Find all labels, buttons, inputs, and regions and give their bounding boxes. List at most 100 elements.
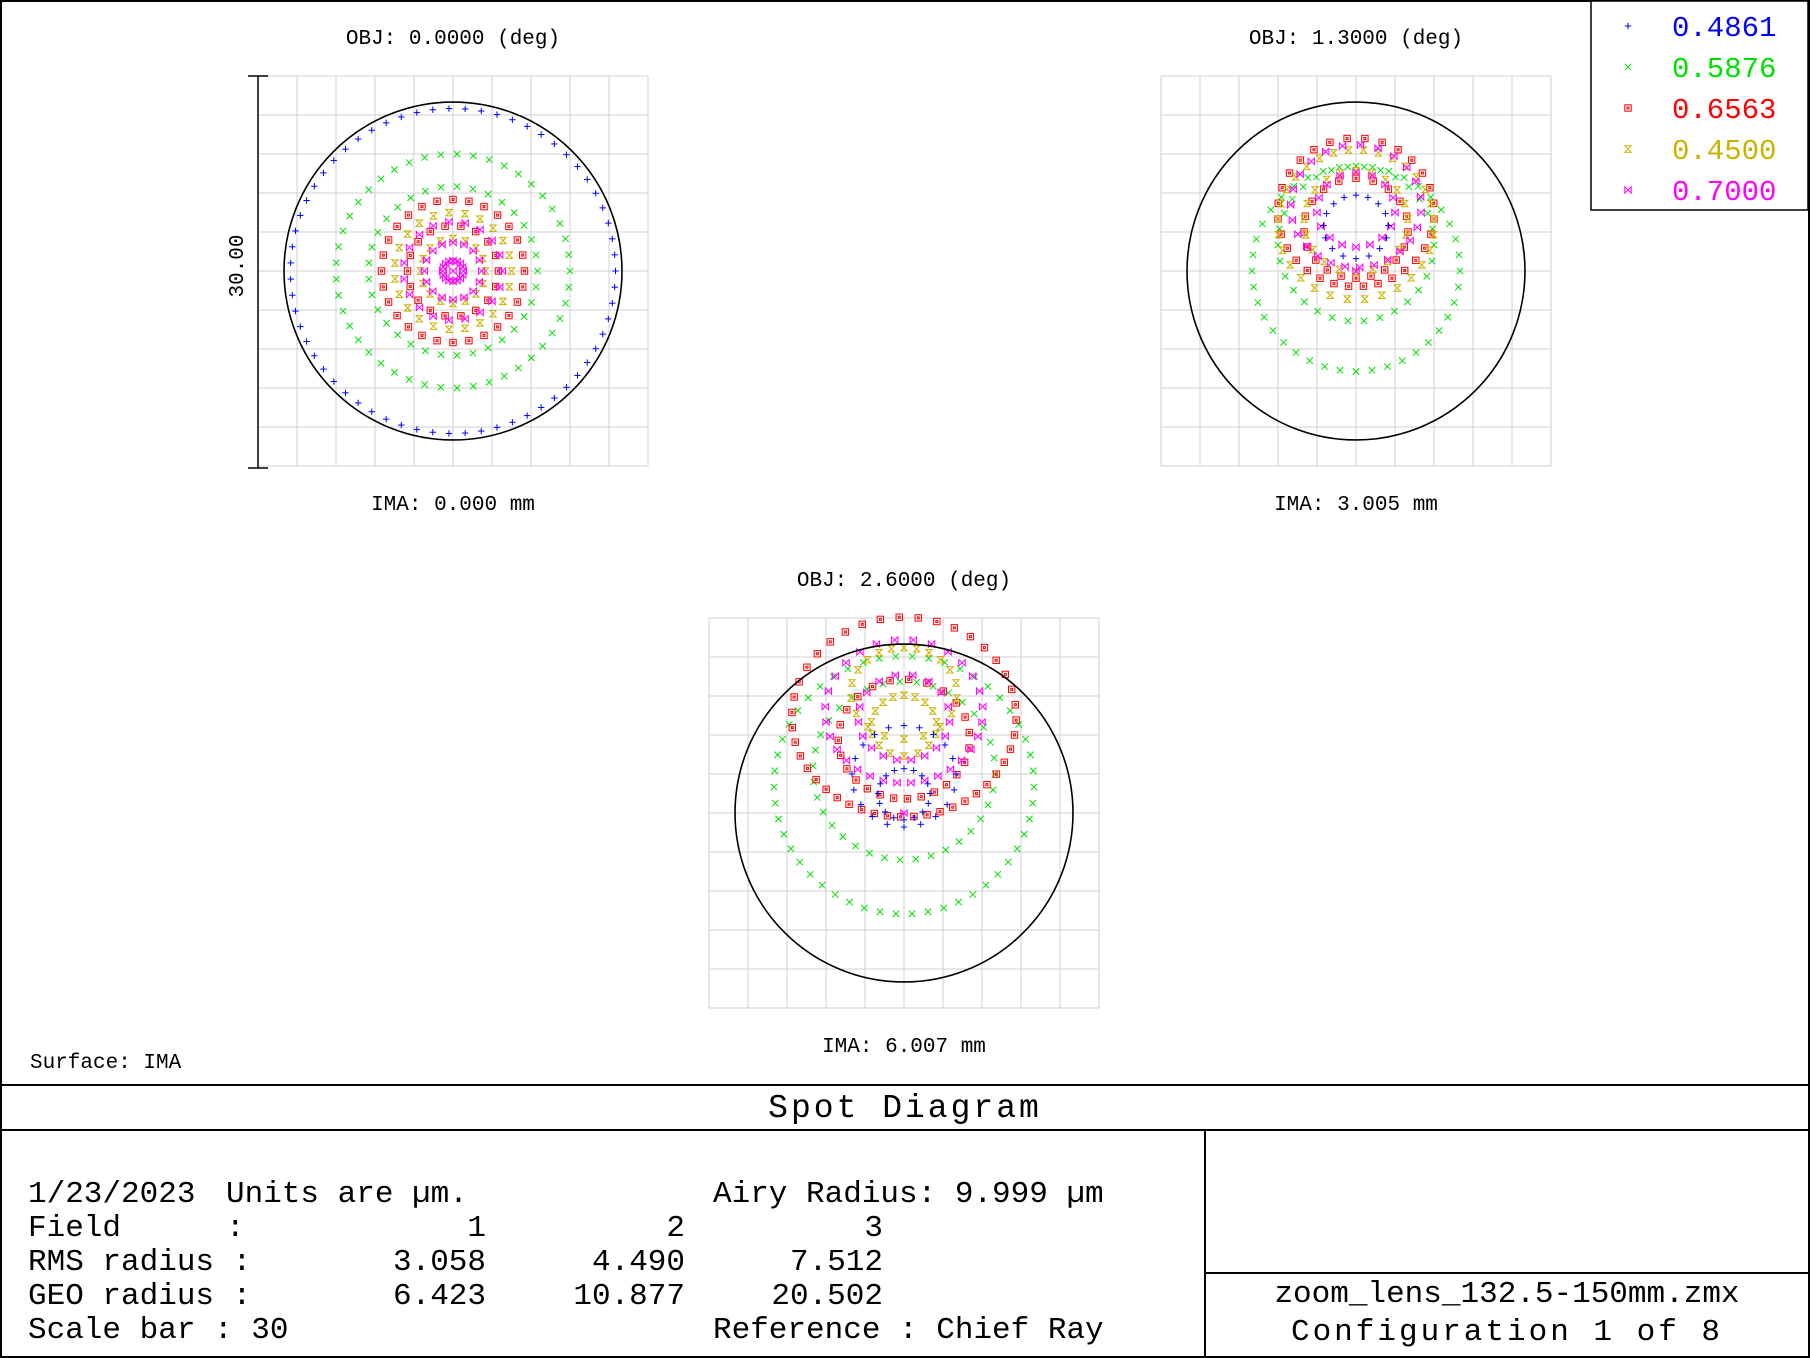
spot-point bbox=[1385, 222, 1392, 229]
spot-point bbox=[458, 262, 467, 272]
spot-point bbox=[804, 694, 812, 702]
spot-point bbox=[599, 330, 606, 338]
spot-point bbox=[1249, 251, 1257, 259]
spot-point bbox=[863, 655, 872, 664]
spot-point bbox=[469, 286, 477, 296]
spot-point bbox=[519, 251, 527, 259]
spot-point bbox=[885, 724, 892, 731]
spot-point bbox=[476, 307, 484, 317]
spot-point bbox=[354, 399, 362, 407]
spot-point bbox=[992, 656, 1000, 665]
spot-point bbox=[1289, 184, 1297, 194]
spot-point bbox=[390, 259, 400, 267]
spot-point bbox=[339, 307, 347, 315]
spot-point bbox=[311, 183, 318, 190]
spot-point bbox=[453, 351, 461, 359]
spot-point bbox=[1368, 265, 1378, 274]
spot-point bbox=[858, 620, 866, 629]
spot-point bbox=[520, 221, 528, 229]
spot-point bbox=[1418, 169, 1427, 177]
spot-point bbox=[422, 277, 431, 287]
spot-point bbox=[377, 175, 385, 183]
spot-point bbox=[1342, 295, 1352, 303]
spot-point bbox=[465, 197, 473, 205]
spot-point bbox=[967, 827, 975, 835]
spot-point bbox=[390, 166, 399, 174]
spot-point bbox=[1307, 156, 1315, 166]
field-1-spots bbox=[287, 105, 619, 437]
spot-point bbox=[287, 275, 294, 283]
spot-point bbox=[835, 704, 843, 712]
spot-point bbox=[539, 342, 547, 350]
spot-point bbox=[774, 751, 782, 759]
spot-point bbox=[611, 251, 618, 259]
spot-point bbox=[394, 331, 402, 339]
spot-point bbox=[1344, 317, 1352, 325]
spot-point bbox=[918, 772, 926, 779]
spot-point bbox=[1329, 149, 1339, 157]
spot-point bbox=[1306, 357, 1314, 365]
spot-point bbox=[1385, 167, 1393, 175]
spot-point bbox=[771, 799, 779, 807]
spot-point bbox=[449, 338, 457, 347]
spot-point bbox=[917, 793, 925, 801]
spot-point bbox=[943, 801, 951, 808]
spot-point bbox=[485, 378, 493, 386]
legend: 0.4861 0.5876 0.6563 0.4500 0.7000 bbox=[1590, 0, 1809, 211]
spot-point bbox=[968, 671, 977, 681]
spot-point bbox=[332, 275, 340, 283]
spot-point bbox=[382, 415, 390, 423]
spot-point bbox=[1007, 685, 1016, 694]
spot-point bbox=[592, 345, 599, 352]
spot-point bbox=[413, 109, 421, 116]
spot-point bbox=[509, 116, 516, 123]
spot-point bbox=[890, 814, 897, 821]
spot-point bbox=[1336, 171, 1344, 180]
spot-point bbox=[484, 344, 492, 352]
spot-point bbox=[1378, 233, 1386, 242]
spot-point bbox=[924, 780, 931, 788]
legend-marker-0.5876 bbox=[1624, 63, 1632, 71]
spot-point bbox=[523, 123, 531, 130]
spot-point bbox=[1030, 783, 1038, 791]
spot-point bbox=[437, 151, 445, 159]
spot-point bbox=[845, 898, 853, 906]
spot-point bbox=[420, 266, 429, 276]
spot-point bbox=[1015, 720, 1023, 728]
spot-point bbox=[1314, 251, 1322, 261]
spot-point bbox=[377, 267, 386, 275]
spot-point bbox=[851, 709, 861, 718]
spot-point bbox=[958, 698, 966, 706]
spot-point bbox=[484, 190, 492, 198]
spot-point bbox=[842, 756, 851, 765]
spot-point bbox=[980, 723, 988, 731]
spot-point bbox=[982, 881, 990, 889]
spot-point bbox=[354, 198, 362, 206]
spot-point bbox=[816, 682, 824, 691]
spot-point bbox=[332, 259, 340, 267]
spot-point bbox=[1278, 246, 1287, 255]
spot-point bbox=[1425, 246, 1434, 255]
spot-point bbox=[297, 212, 304, 219]
field-row-colon: : bbox=[226, 1211, 245, 1246]
spot-point bbox=[335, 243, 343, 251]
spot-point bbox=[458, 270, 467, 280]
spot-point bbox=[1292, 256, 1300, 265]
spot-point bbox=[368, 408, 375, 415]
spot-point bbox=[1394, 145, 1402, 154]
spot-point bbox=[1368, 366, 1376, 374]
spot-point bbox=[436, 237, 445, 245]
spot-point bbox=[1316, 274, 1324, 282]
legend-label: 0.4861 bbox=[1672, 12, 1776, 45]
spot-point bbox=[461, 429, 469, 437]
spot-point bbox=[1319, 167, 1327, 175]
spot-point bbox=[390, 368, 399, 376]
spot-point bbox=[1366, 240, 1374, 250]
spot-point bbox=[1313, 307, 1322, 315]
spot-point bbox=[1321, 147, 1330, 157]
spot-point bbox=[354, 336, 362, 344]
spot-point bbox=[796, 752, 805, 760]
spot-point bbox=[942, 846, 950, 854]
spot-point bbox=[480, 202, 488, 211]
spot-point bbox=[1326, 138, 1334, 147]
